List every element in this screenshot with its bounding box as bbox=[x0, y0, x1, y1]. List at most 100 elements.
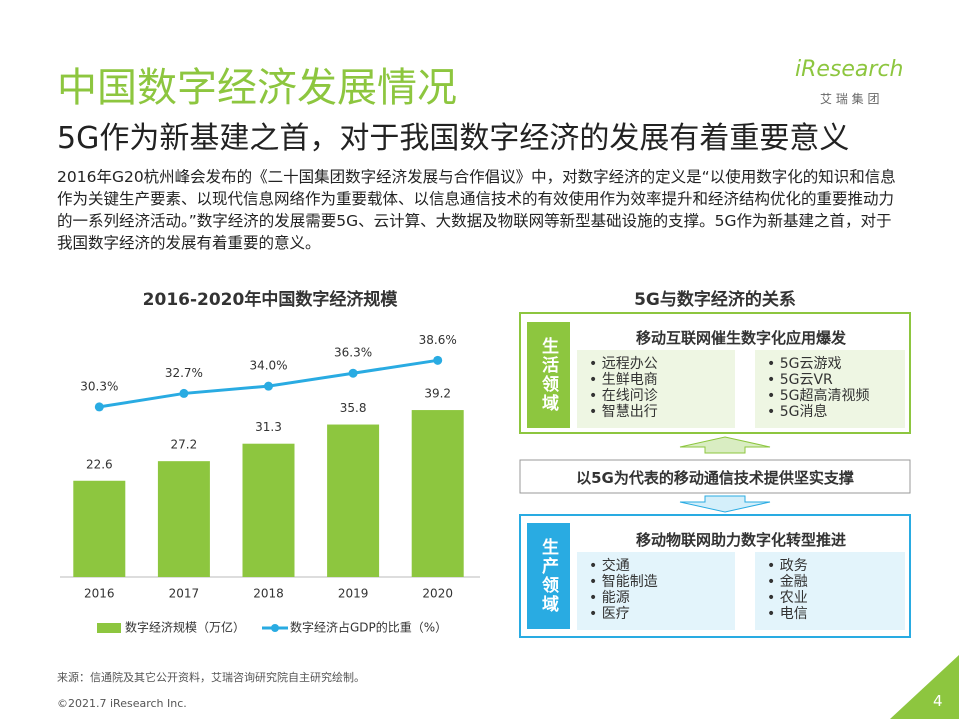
bottom-right-list: • 政务 • 金融 • 农业 • 电信 bbox=[755, 552, 808, 622]
list-text: 能源 bbox=[601, 590, 630, 606]
point bbox=[264, 381, 273, 391]
legend-swatch bbox=[97, 623, 121, 633]
bar bbox=[73, 480, 126, 577]
top-left-box bbox=[577, 350, 735, 428]
list-item: • 远程办公 bbox=[589, 356, 658, 372]
legend-label: 数字经济规模（万亿） bbox=[125, 620, 245, 635]
bullet: • bbox=[589, 558, 602, 574]
bullet: • bbox=[767, 590, 780, 606]
list-item: • 5G云VR bbox=[767, 372, 869, 388]
point bbox=[179, 388, 189, 398]
x-tick-label: 2019 bbox=[338, 587, 369, 601]
arrow-up bbox=[679, 436, 771, 454]
top-heading: 移动互联网催生数字化应用爆发 bbox=[635, 329, 846, 347]
point bbox=[348, 368, 358, 378]
list-item: • 金融 bbox=[767, 574, 808, 590]
bullet: • bbox=[767, 372, 780, 388]
bottom-right-box bbox=[755, 552, 905, 630]
list-item: • 5G超高清视频 bbox=[767, 388, 869, 404]
list-item: • 智慧出行 bbox=[589, 404, 658, 420]
title: 中国数字经济发展情况 bbox=[57, 65, 457, 111]
list-text: 智能制造 bbox=[601, 574, 658, 590]
body-text: 2016年G20杭州峰会发布的《二十国集团数字经济发展与合作倡议》中，对数字经济… bbox=[57, 168, 896, 252]
point bbox=[94, 402, 104, 412]
list-text: 交通 bbox=[601, 558, 630, 574]
bottom-left-list: • 交通 • 智能制造 • 能源 • 医疗 bbox=[577, 552, 658, 622]
list-item: • 生鲜电商 bbox=[589, 372, 658, 388]
list-text: 5G消息 bbox=[779, 404, 828, 420]
line-label: 30.3% bbox=[80, 379, 118, 393]
bar bbox=[242, 443, 295, 577]
bar bbox=[327, 424, 380, 577]
bottom-side bbox=[527, 523, 570, 629]
list-item: • 智能制造 bbox=[589, 574, 658, 590]
corner-deco bbox=[890, 655, 959, 719]
diagram-title: 5G与数字经济的关系 bbox=[634, 290, 796, 310]
bullet: • bbox=[589, 356, 602, 372]
chart-title: 2016-2020年中国数字经济规模 bbox=[142, 290, 398, 310]
bar-label: 27.2 bbox=[171, 438, 198, 452]
bullet: • bbox=[589, 404, 602, 420]
list-text: 5G超高清视频 bbox=[779, 388, 870, 404]
bullet: • bbox=[767, 356, 780, 372]
x-tick-label: 2017 bbox=[169, 587, 200, 601]
bullet: • bbox=[589, 574, 602, 590]
list-text: 远程办公 bbox=[601, 356, 658, 372]
middle-box bbox=[519, 459, 911, 494]
list-text: 政务 bbox=[779, 558, 808, 574]
list-text: 在线问诊 bbox=[601, 388, 658, 404]
arrow-down bbox=[679, 495, 771, 513]
bar-label: 39.2 bbox=[424, 387, 451, 401]
list-text: 金融 bbox=[779, 574, 808, 590]
line-label: 32.7% bbox=[165, 366, 203, 380]
middle-text: 以5G为代表的移动通信技术提供坚实支撑 bbox=[576, 469, 854, 487]
list-item: • 电信 bbox=[767, 606, 808, 622]
bullet: • bbox=[589, 590, 602, 606]
line-label: 36.3% bbox=[334, 346, 372, 360]
logo: iResearch bbox=[795, 57, 904, 82]
bar-label: 22.6 bbox=[86, 457, 113, 471]
bullet: • bbox=[589, 606, 602, 622]
line-label: 34.0% bbox=[249, 359, 287, 373]
legend-label: 数字经济占GDP的比重（%） bbox=[290, 620, 447, 635]
list-item: • 医疗 bbox=[589, 606, 658, 622]
list-text: 智慧出行 bbox=[601, 404, 658, 420]
list-item: • 5G云游戏 bbox=[767, 356, 869, 372]
bullet: • bbox=[767, 388, 780, 404]
top-side-label: 生活领域 bbox=[538, 337, 558, 413]
bullet: • bbox=[589, 388, 602, 404]
line-label: 38.6% bbox=[419, 333, 457, 347]
x-tick-label: 2018 bbox=[253, 587, 284, 601]
logo-sub: 艾 瑞 集 团 bbox=[820, 92, 880, 106]
top-right-box bbox=[755, 350, 905, 428]
bottom-left-box bbox=[577, 552, 735, 630]
bullet: • bbox=[767, 574, 780, 590]
bottom-side-label: 生产领域 bbox=[538, 538, 558, 614]
page-number: 4 bbox=[933, 692, 943, 710]
list-item: • 能源 bbox=[589, 590, 658, 606]
bar bbox=[157, 461, 210, 577]
bar bbox=[411, 410, 464, 577]
list-text: 医疗 bbox=[601, 606, 630, 622]
x-tick-label: 2020 bbox=[422, 587, 453, 601]
bullet: • bbox=[767, 606, 780, 622]
legend-swatch bbox=[271, 624, 279, 632]
bottom-heading: 移动物联网助力数字化转型推进 bbox=[635, 531, 846, 549]
bullet: • bbox=[589, 372, 602, 388]
list-text: 农业 bbox=[779, 590, 808, 606]
list-item: • 农业 bbox=[767, 590, 808, 606]
list-item: • 交通 bbox=[589, 558, 658, 574]
source: 来源：信通院及其它公开资料，艾瑞咨询研究院自主研究绘制。 bbox=[57, 671, 365, 684]
list-text: 5G云游戏 bbox=[779, 356, 842, 372]
top-side bbox=[527, 322, 570, 428]
bullet: • bbox=[767, 558, 780, 574]
list-text: 5G云VR bbox=[779, 372, 833, 388]
x-tick-label: 2016 bbox=[84, 587, 115, 601]
list-text: 电信 bbox=[779, 606, 808, 622]
copyright: ©2021.7 iResearch Inc. bbox=[57, 697, 187, 710]
top-left-list: • 远程办公 • 生鲜电商 • 在线问诊 • 智慧出行 bbox=[577, 350, 658, 420]
list-item: • 在线问诊 bbox=[589, 388, 658, 404]
list-text: 生鲜电商 bbox=[601, 372, 658, 388]
